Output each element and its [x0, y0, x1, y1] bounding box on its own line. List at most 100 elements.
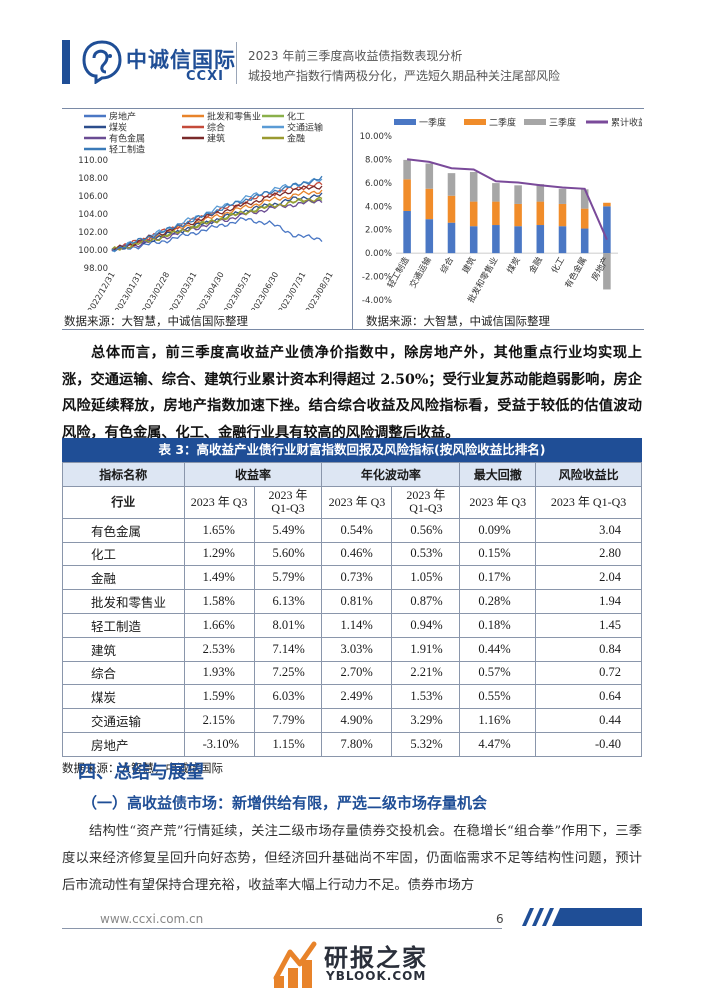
bar-segment — [536, 184, 545, 202]
table-row: 有色金属 1.65% 5.49% 0.54% 0.56% 0.09% 3.04 — [62, 517, 642, 543]
category-label: 有色金属 — [563, 255, 590, 290]
row-industry: 房地产 — [62, 731, 185, 757]
row-value: 1.16% — [459, 708, 537, 733]
th-drawdown: 最大回撤 — [459, 462, 537, 487]
y-tick-label: 102.00 — [78, 228, 108, 238]
row-value: 1.93% — [183, 660, 255, 686]
row-value: 1.14% — [321, 612, 393, 638]
row-value: 2.70% — [321, 660, 393, 686]
footer-line — [62, 928, 502, 929]
sub-return-q1q3: 2023 年 Q1-Q3 — [253, 485, 323, 519]
report-title: 2023 年前三季度高收益债指数表现分析 — [248, 49, 463, 63]
charts-frame — [62, 108, 644, 330]
row-value: 7.80% — [321, 731, 393, 757]
legend-swatch — [464, 119, 486, 125]
bar-segment — [580, 208, 589, 229]
row-value: 0.87% — [391, 589, 461, 614]
y-tick-label: -4.00% — [362, 296, 392, 306]
y-tick-label: 108.00 — [78, 174, 108, 184]
bar-segment — [469, 201, 478, 227]
bar-segment — [580, 189, 589, 209]
bar-segment — [603, 206, 611, 254]
row-value: 1.15% — [253, 731, 323, 757]
table-source: 数据来源：大智慧，中诚信国际 — [62, 760, 223, 775]
row-value: 0.56% — [391, 517, 461, 543]
row-industry: 交通运输 — [62, 708, 185, 733]
legend-label: 煤炭 — [109, 122, 127, 134]
category-label: 综合 — [438, 255, 456, 276]
row-value: 1.29% — [183, 541, 255, 567]
table-row: 金融 1.49% 5.79% 0.73% 1.05% 0.17% 2.04 — [62, 565, 642, 591]
bar-segment — [536, 225, 545, 254]
table-row: 化工 1.29% 5.60% 0.46% 0.53% 0.15% 2.80 — [62, 541, 642, 567]
row-value: 1.58% — [183, 589, 255, 614]
category-label: 化工 — [549, 255, 567, 276]
sub-risk-q1q3: 2023 年 Q1-Q3 — [535, 485, 642, 519]
bar-segment — [536, 201, 545, 226]
legend-label: 金融 — [287, 133, 305, 145]
page-number: 6 — [496, 912, 504, 926]
row-value: 1.94 — [535, 589, 642, 614]
row-value: 0.94% — [391, 612, 461, 638]
bar-segment — [603, 253, 611, 290]
y-tick-label: 4.00% — [365, 202, 392, 212]
legend-label: 三季度 — [549, 117, 576, 129]
summary-paragraph: 总体而言，前三季度高收益产业债净价指数中，除房地产外，其他重点行业均实现上涨，交… — [62, 345, 642, 441]
row-value: 2.15% — [183, 708, 255, 733]
bar-segment — [492, 201, 500, 226]
row-value: 3.29% — [391, 708, 461, 733]
row-industry: 批发和零售业 — [62, 589, 185, 614]
row-value: 1.45 — [535, 612, 642, 638]
row-value: 5.60% — [253, 541, 323, 567]
x-tick-label: 2023/06/30 — [249, 271, 280, 311]
bar-segment — [403, 159, 411, 180]
x-tick-label: 2023/07/31 — [277, 271, 308, 311]
row-industry: 建筑 — [62, 636, 185, 662]
subsection-heading: （一）高收益债市场：新增供给有限，严选二级市场存量机会 — [82, 794, 488, 812]
bar-segment — [514, 226, 522, 254]
footer-url: www.ccxi.com.cn — [100, 912, 204, 926]
x-tick-label: 2023/05/31 — [222, 271, 253, 311]
series-line — [111, 175, 323, 252]
watermark-logo-icon — [273, 941, 317, 988]
row-value: 0.46% — [321, 541, 393, 567]
header-divider — [236, 42, 237, 84]
row-value: 0.84 — [535, 636, 642, 662]
risk-table-grid: 指标名称 收益率 年化波动率 最大回撤 风险收益比 行业 2023 年 Q3 2… — [62, 462, 642, 757]
y-tick-label: 2.00% — [365, 226, 392, 236]
row-value: 0.53% — [391, 541, 461, 567]
page-header: 中诚信国际 CCXI 2023 年前三季度高收益债指数表现分析 城投地产指数行情… — [0, 0, 702, 100]
table-body: 有色金属 1.65% 5.49% 0.54% 0.56% 0.09% 3.04 化工 1.29%… — [62, 517, 642, 757]
row-industry: 轻工制造 — [62, 612, 185, 638]
sub-drawdown-q3: 2023 年 Q3 — [459, 485, 537, 519]
outlook-paragraph: 结构性“资产荒”行情延续，关注二级市场存量债券交投机会。在稳增长“组合拳”作用下… — [62, 824, 642, 893]
th-indicator: 指标名称 — [62, 462, 185, 487]
bar-segment — [447, 195, 456, 223]
y-tick-label: 0.00% — [365, 249, 392, 259]
y-tick-label: 98.00 — [84, 264, 108, 274]
row-value: 3.03% — [321, 636, 393, 662]
row-industry: 金融 — [62, 565, 185, 591]
legend-label: 建筑 — [207, 133, 225, 145]
row-value: 0.64 — [535, 684, 642, 710]
table-title: 表 3：高收益产业债行业财富指数回报及风险指标(按风险收益比排名) — [62, 438, 642, 462]
legend-swatch — [394, 119, 416, 125]
sub-industry: 行业 — [62, 485, 185, 519]
section-heading: 四、总结与展望 — [78, 762, 204, 783]
y-tick-label: 10.00% — [360, 132, 392, 142]
report-subtitle: 城投地产指数行情两极分化，严选短久期品种关注尾部风险 — [248, 69, 561, 83]
row-value: 2.80 — [535, 541, 642, 567]
legend-label: 有色金属 — [109, 133, 145, 145]
row-value: 4.47% — [459, 731, 537, 757]
row-value: 0.81% — [321, 589, 393, 614]
legend-label: 二季度 — [489, 117, 516, 129]
bar-segment — [580, 228, 589, 254]
bar-chart-quarterly-returns: 一季度 二季度 三季度 累计收益 10.00% 8.00% 6.00% 4.00% 2.00% 0… — [360, 117, 642, 307]
sub-vol-q3: 2023 年 Q3 — [321, 485, 393, 519]
bar-segment — [447, 222, 456, 254]
x-tick-label: 2022/12/31 — [86, 271, 117, 311]
row-value: 5.32% — [391, 731, 461, 757]
table-row: 建筑 2.53% 7.14% 3.03% 1.91% 0.44% 0.84 — [62, 636, 642, 662]
row-value: 2.04 — [535, 565, 642, 591]
